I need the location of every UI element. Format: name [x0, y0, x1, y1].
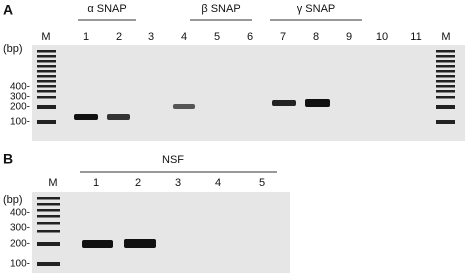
ladder-band — [37, 75, 56, 78]
band — [124, 239, 156, 248]
ladder-band — [37, 80, 56, 83]
lane-label: 9 — [346, 31, 352, 43]
ladder-band — [37, 96, 56, 99]
lane-label: 7 — [280, 31, 286, 43]
lane-label: 4 — [215, 177, 221, 189]
size-marker: 200- — [10, 102, 30, 113]
size-marker: 400- — [10, 208, 30, 219]
panel-label: B — [3, 151, 13, 167]
group-label: NSF — [162, 154, 184, 166]
ladder-band — [436, 120, 455, 124]
lane-label: 1 — [93, 177, 99, 189]
lane-label: 3 — [175, 177, 181, 189]
ladder-band — [37, 215, 60, 218]
size-marker: 200- — [10, 239, 30, 250]
size-unit: (bp) — [3, 194, 23, 206]
lane-label: 1 — [83, 31, 89, 43]
size-marker: 300- — [10, 92, 30, 103]
ladder-band — [436, 50, 455, 53]
size-marker: 100- — [10, 259, 30, 270]
lane-label: 3 — [148, 31, 154, 43]
size-marker: 100- — [10, 117, 30, 128]
lane-label: 5 — [259, 177, 265, 189]
lane-label: 4 — [181, 31, 187, 43]
ladder-band — [436, 55, 455, 58]
band — [82, 240, 113, 248]
ladder-band — [37, 105, 56, 109]
lane-label: 8 — [313, 31, 319, 43]
gel — [32, 192, 290, 273]
lane-label: 5 — [214, 31, 220, 43]
ladder-band — [37, 90, 56, 93]
ladder-band — [37, 55, 56, 58]
group-label: α SNAP — [87, 3, 126, 15]
band — [272, 100, 296, 106]
lane-label: 11 — [410, 31, 421, 43]
ladder-band — [37, 230, 60, 233]
size-unit: (bp) — [3, 43, 23, 55]
panel-label: A — [3, 2, 13, 18]
ladder-band — [436, 70, 455, 73]
gel — [32, 45, 465, 141]
band — [107, 114, 130, 120]
ladder-band — [37, 120, 56, 124]
ladder-band — [37, 60, 56, 63]
lane-label: 2 — [135, 177, 141, 189]
lane-label: M — [41, 31, 50, 43]
ladder-band — [436, 75, 455, 78]
ladder-band — [436, 90, 455, 93]
ladder-band — [37, 50, 56, 53]
ladder-band — [37, 262, 60, 266]
ladder-band — [436, 65, 455, 68]
ladder-band — [436, 105, 455, 109]
ladder-band — [436, 80, 455, 83]
lane-label: 10 — [376, 31, 388, 43]
lane-label: M — [48, 177, 57, 189]
lane-label: 2 — [116, 31, 122, 43]
ladder-band — [37, 203, 60, 206]
group-label: β SNAP — [201, 3, 240, 15]
ladder-band — [37, 209, 60, 212]
ladder-band — [37, 222, 60, 225]
ladder-band — [436, 96, 455, 99]
ladder-band — [436, 85, 455, 88]
ladder-band — [37, 70, 56, 73]
ladder-band — [37, 242, 60, 246]
lane-label: 6 — [247, 31, 253, 43]
band — [305, 99, 330, 107]
group-label: γ SNAP — [297, 3, 336, 15]
ladder-band — [436, 60, 455, 63]
ladder-band — [37, 197, 60, 200]
lane-label: M — [441, 31, 450, 43]
size-marker: 400- — [10, 82, 30, 93]
band — [74, 114, 98, 120]
ladder-band — [37, 85, 56, 88]
band — [173, 104, 195, 109]
ladder-band — [37, 65, 56, 68]
size-marker: 300- — [10, 223, 30, 234]
